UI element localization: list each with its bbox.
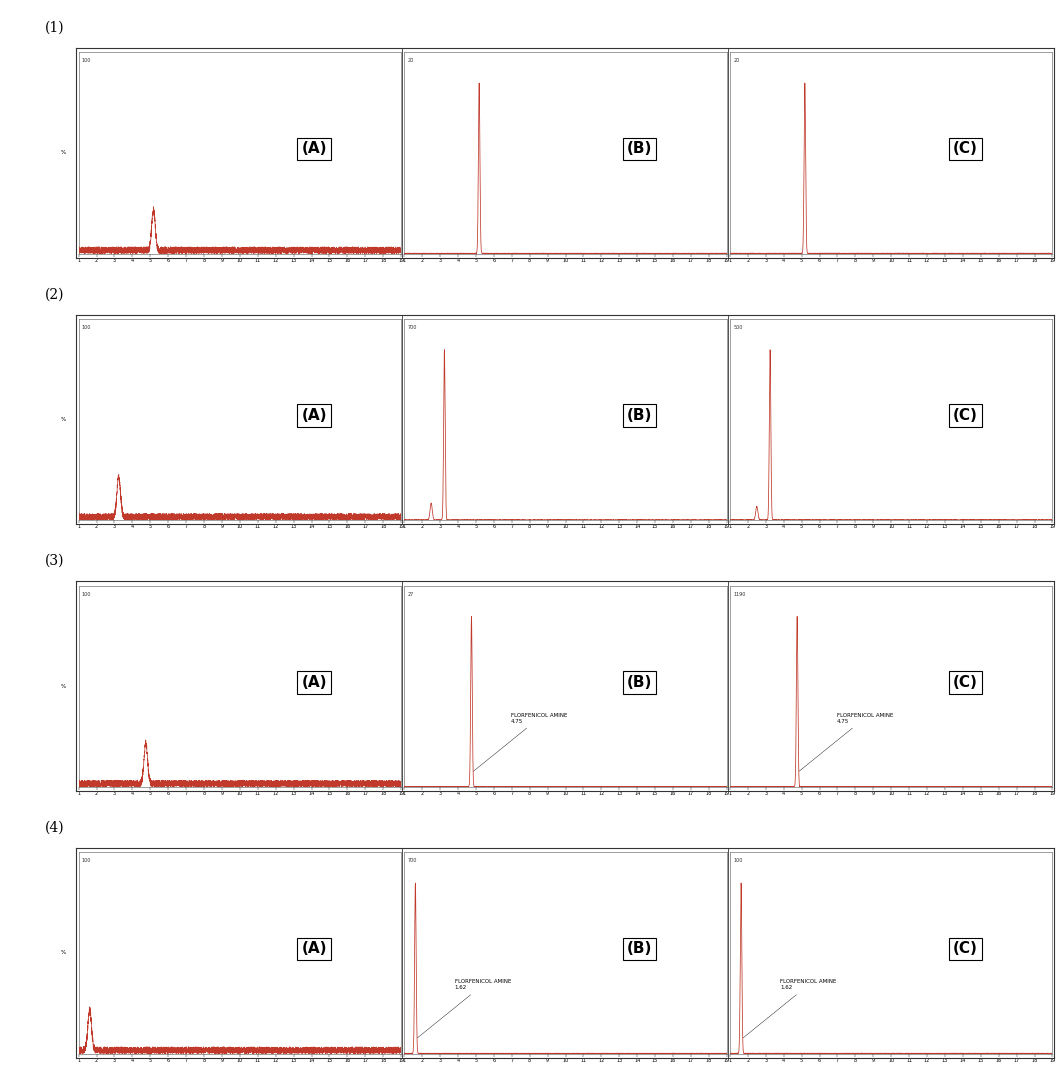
Text: (B): (B) bbox=[627, 941, 652, 956]
Text: (4): (4) bbox=[45, 820, 64, 834]
Text: 20: 20 bbox=[733, 59, 739, 63]
Text: %: % bbox=[61, 417, 66, 422]
Text: (C): (C) bbox=[953, 675, 978, 690]
Text: %: % bbox=[61, 150, 66, 155]
Text: 100: 100 bbox=[733, 859, 742, 863]
Text: FLORFENICOL AMINE
4.75: FLORFENICOL AMINE 4.75 bbox=[800, 712, 893, 771]
Text: (C): (C) bbox=[953, 941, 978, 956]
Text: FLORFENICOL AMINE
1.62: FLORFENICOL AMINE 1.62 bbox=[743, 979, 837, 1038]
Text: 100: 100 bbox=[82, 326, 91, 330]
Text: (C): (C) bbox=[953, 408, 978, 423]
Text: 500: 500 bbox=[733, 326, 742, 330]
Text: (B): (B) bbox=[627, 408, 652, 423]
Text: (A): (A) bbox=[302, 141, 327, 156]
Text: (2): (2) bbox=[45, 287, 64, 301]
Text: 100: 100 bbox=[82, 859, 91, 863]
Text: (A): (A) bbox=[302, 408, 327, 423]
Text: 100: 100 bbox=[82, 59, 91, 63]
Text: %: % bbox=[61, 950, 66, 955]
Text: (B): (B) bbox=[627, 675, 652, 690]
Text: (A): (A) bbox=[302, 941, 327, 956]
Text: 20: 20 bbox=[408, 59, 414, 63]
Text: 100: 100 bbox=[82, 592, 91, 597]
Text: (A): (A) bbox=[302, 675, 327, 690]
Text: 27: 27 bbox=[408, 592, 414, 597]
Text: FLORFENICOL AMINE
1.62: FLORFENICOL AMINE 1.62 bbox=[417, 979, 511, 1038]
Text: (B): (B) bbox=[627, 141, 652, 156]
Text: (3): (3) bbox=[45, 554, 64, 568]
Text: 1190: 1190 bbox=[733, 592, 746, 597]
Text: 700: 700 bbox=[408, 859, 417, 863]
Text: (C): (C) bbox=[953, 141, 978, 156]
Text: FLORFENICOL AMINE
4.75: FLORFENICOL AMINE 4.75 bbox=[474, 712, 567, 771]
Text: %: % bbox=[61, 683, 66, 689]
Text: (1): (1) bbox=[45, 20, 64, 34]
Text: 700: 700 bbox=[408, 326, 417, 330]
